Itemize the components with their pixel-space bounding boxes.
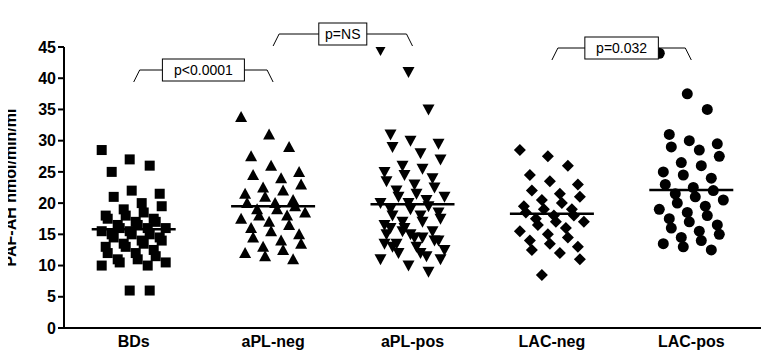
- svg-text:LAC-neg: LAC-neg: [519, 333, 586, 350]
- svg-text:20: 20: [38, 195, 56, 212]
- svg-text:LAC-pos: LAC-pos: [658, 333, 725, 350]
- svg-text:aPL-neg: aPL-neg: [242, 333, 305, 350]
- svg-text:45: 45: [38, 39, 56, 56]
- svg-text:PAF-AH nmol/min/ml: PAF-AH nmol/min/ml: [8, 109, 19, 267]
- svg-text:p=NS: p=NS: [325, 26, 360, 42]
- svg-text:5: 5: [47, 288, 56, 305]
- svg-text:BDs: BDs: [118, 333, 150, 350]
- svg-text:35: 35: [38, 101, 56, 118]
- svg-text:15: 15: [38, 226, 56, 243]
- svg-text:30: 30: [38, 132, 56, 149]
- svg-text:10: 10: [38, 257, 56, 274]
- svg-text:p<0.0001: p<0.0001: [174, 62, 233, 78]
- svg-text:aPL-pos: aPL-pos: [381, 333, 444, 350]
- svg-text:25: 25: [38, 164, 56, 181]
- svg-text:0: 0: [47, 320, 56, 337]
- svg-text:40: 40: [38, 70, 56, 87]
- svg-text:p=0.032: p=0.032: [596, 40, 647, 56]
